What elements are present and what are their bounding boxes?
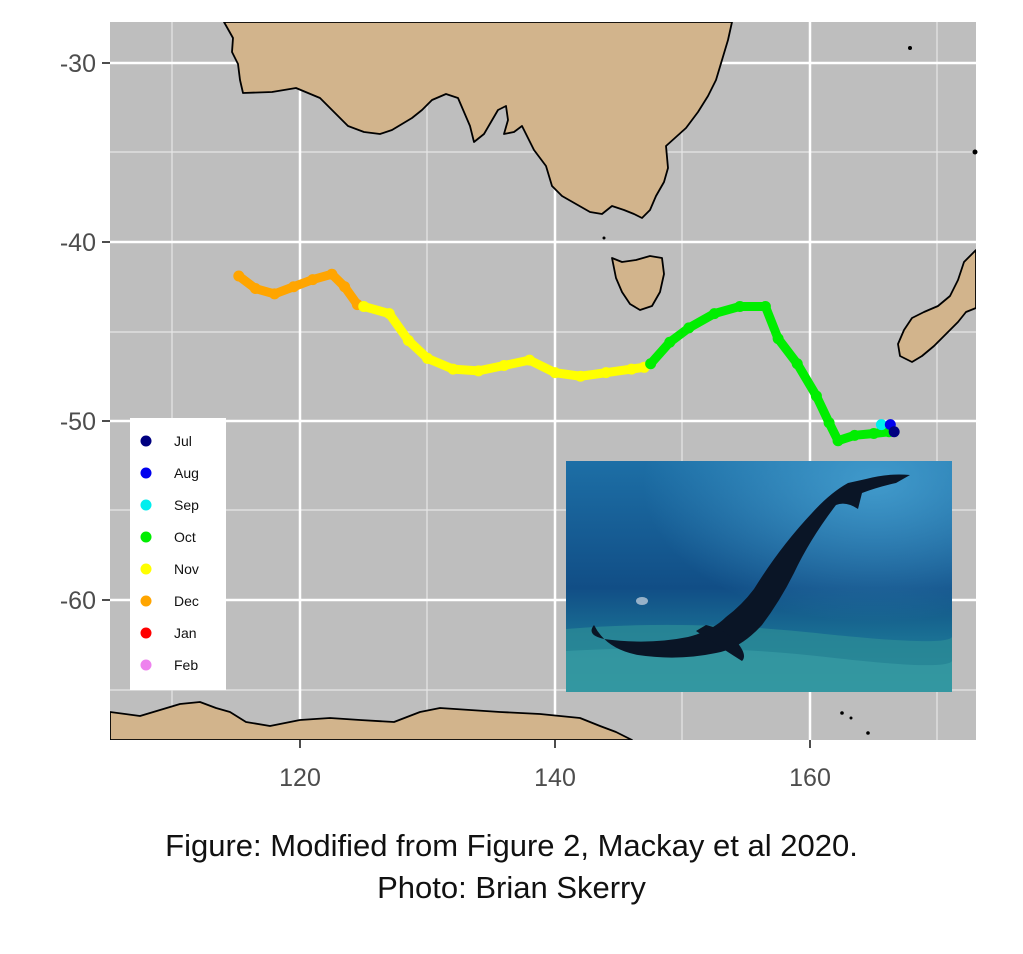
legend: Jul Aug Sep Oct Nov Dec Jan Feb [140, 433, 199, 673]
x-tick-label: 160 [789, 764, 831, 792]
y-tick-label: -30 [60, 50, 96, 78]
track-point-oct [832, 435, 844, 447]
track-point-oct [823, 417, 835, 429]
track-point-nov [383, 308, 395, 320]
legend-marker-jul [140, 435, 152, 447]
track-point-nov [575, 370, 586, 382]
y-axis: -30 -40 -50 -60 [60, 50, 110, 615]
y-tick-label: -60 [60, 587, 96, 615]
legend-label-jan: Jan [174, 625, 197, 641]
x-tick-label: 140 [534, 764, 576, 792]
track-point-oct [734, 300, 746, 312]
new-zealand-landmass [897, 249, 976, 363]
track-point-oct [849, 429, 861, 441]
legend-label-dec: Dec [174, 593, 199, 609]
track-point-nov [358, 300, 370, 312]
x-tick-label: 120 [279, 764, 321, 792]
legend-label-sep: Sep [174, 497, 199, 513]
track-point-nov [549, 367, 561, 379]
track-point-jul [888, 426, 900, 438]
island [849, 716, 853, 720]
legend-marker-aug [140, 467, 152, 479]
track-point-nov [473, 365, 484, 377]
track-point-oct [772, 333, 784, 345]
australia-landmass [223, 22, 733, 219]
track-point-nov [402, 334, 414, 346]
track-point-nov [524, 354, 535, 366]
photo-credit: Photo: Brian Skerry [377, 870, 646, 905]
track-point-sep [875, 419, 887, 431]
track-point-nov [600, 367, 612, 379]
track-point-dec [339, 281, 351, 293]
track-point-dec [288, 281, 300, 293]
track-point-oct [708, 308, 720, 320]
legend-marker-dec [140, 595, 152, 607]
track-point-dec [233, 270, 245, 282]
track-point-dec [269, 288, 280, 300]
whale-photo [566, 461, 952, 692]
figure-caption: Figure: Modified from Figure 2, Mackay e… [165, 828, 858, 863]
track-point-nov [422, 352, 433, 364]
island [840, 711, 844, 715]
track-point-oct [683, 322, 695, 334]
track-point-oct [664, 336, 676, 348]
track-point-dec [307, 274, 319, 286]
legend-label-oct: Oct [174, 529, 196, 545]
track-point-dec [326, 268, 338, 280]
whale-silhouette [591, 474, 910, 658]
track-point-oct [791, 358, 803, 370]
legend-marker-oct [140, 531, 152, 543]
track-point-nov [447, 363, 459, 375]
legend-marker-feb [140, 659, 152, 671]
track-point-oct [645, 358, 657, 370]
legend-marker-jan [140, 627, 152, 639]
legend-label-aug: Aug [174, 465, 199, 481]
track-point-oct [759, 300, 771, 312]
track-point-oct [868, 428, 880, 440]
track-point-dec [249, 283, 261, 295]
track-point-nov [498, 360, 510, 372]
track-point-oct [810, 390, 822, 402]
island [972, 149, 978, 155]
track-point-nov [626, 363, 637, 375]
legend-box [130, 418, 226, 690]
legend-label-feb: Feb [174, 657, 198, 673]
antarctica-landmass [110, 701, 633, 740]
tasmania-landmass [611, 255, 665, 311]
whale-track [233, 268, 900, 447]
x-axis: 120 140 160 [279, 740, 831, 792]
legend-marker-nov [140, 563, 152, 575]
island [866, 731, 870, 735]
legend-label-jul: Jul [174, 433, 192, 449]
island [908, 46, 912, 50]
legend-marker-sep [140, 499, 152, 511]
island [602, 236, 606, 240]
legend-label-nov: Nov [174, 561, 199, 577]
y-tick-label: -50 [60, 408, 96, 436]
y-tick-label: -40 [60, 229, 96, 257]
